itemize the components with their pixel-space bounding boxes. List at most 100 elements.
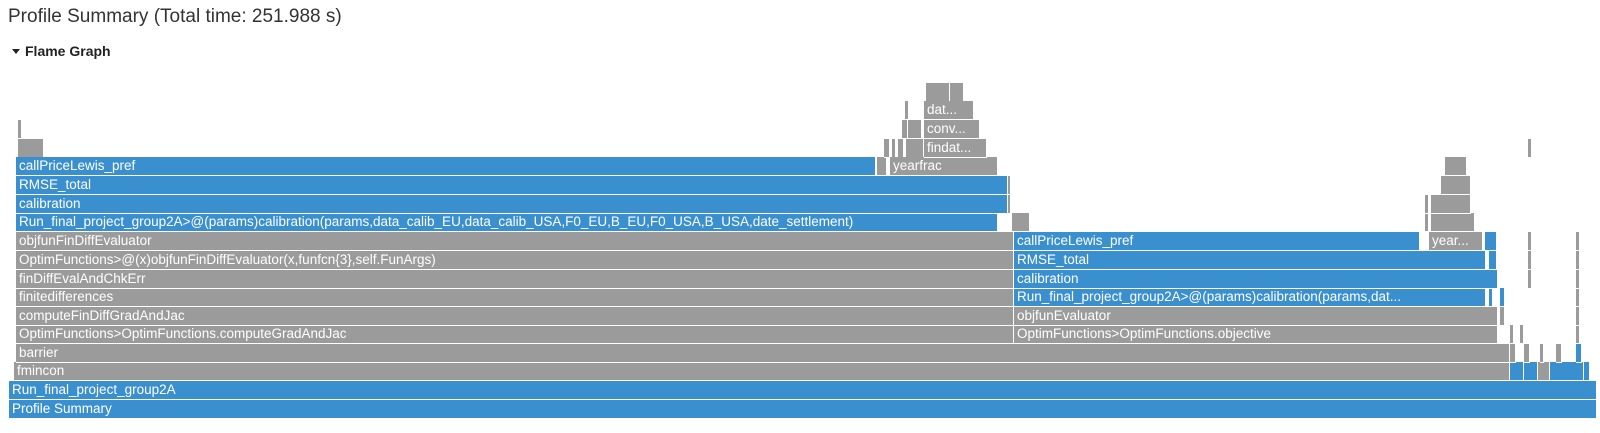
flame-frame-unlabeled[interactable] [1445, 157, 1467, 176]
flame-frame-label: barrier [19, 345, 59, 360]
flame-frame[interactable]: objfunFinDiffEvaluator [16, 232, 1014, 251]
flame-frame[interactable]: findat... [924, 139, 987, 158]
flame-frame[interactable]: fmincon [14, 362, 1510, 381]
flame-frame-label: callPriceLewis_pref [19, 158, 136, 173]
flame-frame-label: OptimFunctions>OptimFunctions.computeGra… [19, 326, 347, 341]
flame-frame-label: RMSE_total [1017, 252, 1090, 267]
flame-frame-unlabeled[interactable] [1528, 251, 1532, 270]
flame-frame-label: fmincon [17, 363, 65, 378]
flame-frame-unlabeled[interactable] [1431, 195, 1471, 214]
flame-frame[interactable]: conv... [924, 120, 980, 139]
flame-frame-label: Run_final_project_group2A>@(params)calib… [1017, 289, 1402, 304]
flame-frame-unlabeled[interactable] [1576, 307, 1580, 326]
flame-frame-unlabeled[interactable] [1485, 232, 1497, 251]
flame-frame-label: finDiffEvalAndChkErr [19, 271, 146, 286]
flame-frame[interactable]: objfunEvaluator [1014, 307, 1498, 326]
flame-frame-unlabeled[interactable] [1576, 288, 1580, 307]
flame-frame-unlabeled[interactable] [1576, 344, 1582, 363]
flame-frame-unlabeled[interactable] [1556, 344, 1562, 363]
flame-frame-unlabeled[interactable] [908, 120, 922, 139]
flame-frame-unlabeled[interactable] [18, 120, 22, 139]
flame-frame-unlabeled[interactable] [1528, 139, 1532, 158]
flame-frame[interactable]: callPriceLewis_pref [16, 157, 876, 176]
flame-frame-label: year... [1432, 233, 1469, 248]
flame-frame[interactable]: calibration [16, 195, 1008, 214]
flame-frame-unlabeled[interactable] [1489, 288, 1493, 307]
flame-frame-unlabeled[interactable] [1540, 344, 1544, 363]
flame-frame-unlabeled[interactable] [950, 83, 964, 102]
flame-frame-unlabeled[interactable] [1489, 251, 1497, 270]
flame-frame-unlabeled[interactable] [905, 101, 909, 120]
flame-frame-unlabeled[interactable] [1576, 325, 1580, 344]
flame-frame[interactable]: RMSE_total [1014, 251, 1486, 270]
flame-frame[interactable]: RMSE_total [16, 176, 1008, 195]
flame-frame-unlabeled[interactable] [1576, 251, 1580, 270]
flame-frame-label: objfunFinDiffEvaluator [19, 233, 152, 248]
flame-frame-unlabeled[interactable] [1524, 344, 1530, 363]
flame-frame-unlabeled[interactable] [1425, 213, 1429, 232]
flame-frame-label: RMSE_total [19, 177, 92, 192]
flame-frame-unlabeled[interactable] [1550, 362, 1584, 381]
flame-frame-label: conv... [927, 121, 966, 136]
flame-frame[interactable]: Run_final_project_group2A>@(params)calib… [1014, 288, 1486, 307]
flame-frame[interactable]: yearfrac [890, 157, 998, 176]
flame-graph-section-toggle[interactable]: Flame Graph [12, 43, 111, 59]
flame-frame-unlabeled[interactable] [892, 139, 896, 158]
flame-frame-label: calibration [1017, 271, 1079, 286]
flame-frame-unlabeled[interactable] [1576, 232, 1580, 251]
flame-frame[interactable]: computeFinDiffGradAndJac [16, 307, 1014, 326]
flame-frame[interactable]: year... [1429, 232, 1483, 251]
flame-frame-label: OptimFunctions>@(x)objfunFinDiffEvaluato… [19, 252, 436, 267]
flame-frame-label: findat... [927, 140, 972, 155]
flame-frame-label: calibration [19, 196, 81, 211]
flame-frame-unlabeled[interactable] [877, 157, 887, 176]
flame-frame-unlabeled[interactable] [1520, 325, 1524, 344]
flame-frame-unlabeled[interactable] [1500, 307, 1505, 326]
flame-frame[interactable]: Run_final_project_group2A [9, 381, 1597, 400]
flame-frame-unlabeled[interactable] [1012, 213, 1030, 232]
flame-frame-unlabeled[interactable] [1007, 176, 1011, 195]
flame-frame-unlabeled[interactable] [1524, 362, 1538, 381]
flame-frame-unlabeled[interactable] [1510, 362, 1524, 381]
flame-frame[interactable]: barrier [16, 344, 1510, 363]
flame-frame[interactable]: finitedifferences [16, 288, 1014, 307]
caret-down-icon [12, 48, 20, 54]
flame-frame[interactable]: callPriceLewis_pref [1014, 232, 1420, 251]
flame-frame-label: dat... [927, 102, 958, 117]
flame-frame-label: Profile Summary [12, 401, 112, 416]
flame-frame-unlabeled[interactable] [1500, 288, 1505, 307]
flame-frame-label: callPriceLewis_pref [1017, 233, 1134, 248]
flame-frame-unlabeled[interactable] [1510, 325, 1514, 344]
flame-frame-unlabeled[interactable] [1528, 232, 1532, 251]
flame-frame-unlabeled[interactable] [1441, 176, 1471, 195]
flame-frame-unlabeled[interactable] [1528, 270, 1532, 289]
section-label: Flame Graph [25, 43, 111, 59]
flame-frame[interactable]: OptimFunctions>OptimFunctions.objective [1014, 325, 1498, 344]
flame-frame[interactable]: Profile Summary [9, 400, 1597, 419]
flame-frame[interactable]: dat... [924, 101, 974, 120]
flame-frame[interactable]: calibration [1014, 270, 1498, 289]
flame-frame-unlabeled[interactable] [906, 139, 924, 158]
flame-frame-label: objfunEvaluator [1017, 308, 1111, 323]
flame-frame-unlabeled[interactable] [926, 83, 950, 102]
flame-frame-unlabeled[interactable] [1431, 213, 1475, 232]
flame-frame-unlabeled[interactable] [902, 120, 908, 139]
flame-frame-unlabeled[interactable] [18, 139, 44, 158]
flame-frame[interactable]: OptimFunctions>OptimFunctions.computeGra… [16, 325, 1014, 344]
flame-frame-unlabeled[interactable] [1576, 270, 1580, 289]
flame-frame[interactable]: OptimFunctions>@(x)objfunFinDiffEvaluato… [16, 251, 1014, 270]
flame-frame[interactable]: finDiffEvalAndChkErr [16, 270, 1014, 289]
flame-frame-unlabeled[interactable] [1510, 344, 1516, 363]
flame-frame-label: OptimFunctions>OptimFunctions.objective [1017, 326, 1271, 341]
flame-frame-label: finitedifferences [19, 289, 114, 304]
flame-frame-unlabeled[interactable] [1584, 362, 1590, 381]
flame-frame-unlabeled[interactable] [898, 139, 904, 158]
flame-frame-label: computeFinDiffGradAndJac [19, 308, 185, 323]
flame-frame-unlabeled[interactable] [1538, 362, 1550, 381]
flame-frame-unlabeled[interactable] [1007, 195, 1011, 214]
page-title: Profile Summary (Total time: 251.988 s) [8, 6, 342, 27]
flame-frame-unlabeled[interactable] [884, 139, 890, 158]
flame-frame[interactable]: Run_final_project_group2A>@(params)calib… [16, 213, 998, 232]
flame-frame-unlabeled[interactable] [1425, 195, 1429, 214]
